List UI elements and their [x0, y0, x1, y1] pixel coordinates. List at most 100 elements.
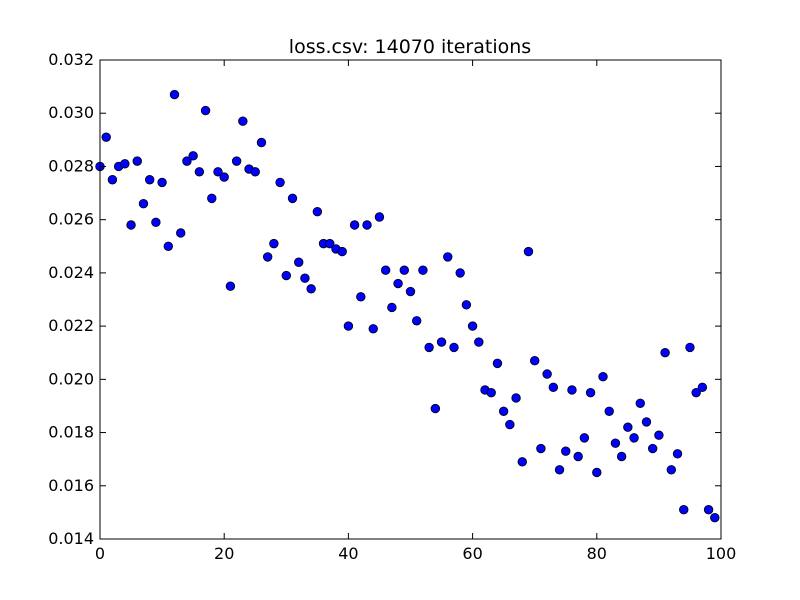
y-tick-label: 0.014 — [48, 529, 94, 548]
y-tick-label: 0.024 — [48, 263, 94, 282]
data-point — [169, 89, 180, 100]
data-point — [697, 382, 708, 393]
data-point — [517, 457, 527, 467]
data-point — [536, 443, 546, 454]
y-tick-label: 0.030 — [48, 103, 94, 122]
data-point — [685, 342, 695, 353]
data-point — [498, 406, 509, 416]
data-point — [151, 217, 161, 228]
marker-layer — [95, 89, 720, 523]
y-tick-label: 0.022 — [48, 316, 94, 335]
y-tick-label: 0.026 — [48, 210, 94, 229]
data-point — [430, 403, 441, 414]
data-point — [492, 358, 503, 369]
data-point — [486, 387, 496, 398]
data-point — [405, 286, 416, 297]
y-tick-label: 0.032 — [48, 50, 94, 69]
data-point — [138, 198, 149, 209]
data-point — [647, 443, 658, 454]
x-axis-ticks: 0 20 40 60 80 100 — [95, 60, 736, 563]
data-point — [505, 419, 515, 430]
data-point — [436, 337, 447, 347]
data-point — [337, 246, 347, 257]
data-point — [250, 167, 260, 177]
data-point — [238, 116, 248, 126]
data-point — [710, 513, 720, 523]
data-point — [474, 337, 484, 347]
data-point — [660, 348, 670, 358]
data-point — [542, 369, 552, 379]
data-point — [287, 193, 298, 204]
data-point — [610, 438, 621, 448]
data-point — [256, 137, 267, 148]
data-point — [666, 465, 677, 475]
data-point — [231, 156, 242, 166]
data-point — [306, 284, 316, 294]
data-point — [548, 382, 559, 393]
data-point — [679, 505, 689, 515]
data-point — [120, 159, 130, 169]
data-point — [424, 342, 434, 353]
data-point — [616, 451, 627, 462]
data-point — [412, 316, 422, 326]
data-point — [567, 385, 577, 395]
data-point — [523, 246, 534, 257]
data-point — [157, 177, 167, 188]
data-point — [356, 292, 366, 302]
data-point — [691, 387, 701, 398]
y-tick-label: 0.020 — [48, 369, 94, 388]
data-point — [703, 505, 714, 515]
data-point — [635, 398, 645, 408]
data-point — [585, 387, 596, 398]
data-point — [654, 430, 664, 440]
x-tick-label: 40 — [338, 544, 358, 563]
data-point — [132, 156, 142, 166]
data-point — [101, 132, 111, 142]
data-point — [343, 321, 354, 331]
data-point — [443, 252, 453, 262]
data-point — [579, 433, 590, 443]
data-point — [194, 167, 205, 177]
data-point — [176, 228, 186, 238]
data-point — [604, 406, 614, 416]
data-point — [399, 265, 409, 275]
data-point — [629, 433, 639, 443]
x-tick-label: 100 — [706, 544, 737, 563]
data-point — [200, 105, 211, 116]
data-point — [312, 206, 323, 217]
data-point — [467, 321, 478, 331]
data-point — [219, 172, 229, 182]
x-tick-label: 0 — [95, 544, 105, 563]
data-point — [275, 177, 285, 188]
data-point — [455, 268, 465, 278]
data-point — [144, 175, 155, 185]
data-point — [561, 446, 571, 456]
data-point — [182, 156, 192, 166]
data-point — [262, 252, 273, 262]
x-tick-label: 60 — [462, 544, 482, 563]
data-point — [294, 257, 304, 267]
data-point — [163, 241, 174, 251]
data-point — [207, 193, 217, 204]
data-point — [592, 467, 602, 478]
y-tick-label: 0.016 — [48, 476, 94, 495]
data-point — [387, 302, 397, 313]
data-point — [188, 151, 198, 161]
data-point — [380, 265, 391, 275]
data-point — [300, 273, 310, 283]
data-point — [598, 371, 608, 382]
data-point — [126, 220, 136, 230]
data-point — [461, 300, 472, 310]
data-point — [554, 465, 565, 475]
plot-frame — [99, 59, 722, 540]
data-point — [641, 417, 652, 427]
data-point — [418, 265, 428, 275]
data-point — [213, 167, 223, 177]
y-tick-label: 0.028 — [48, 156, 94, 175]
data-point — [374, 212, 385, 222]
x-tick-label: 80 — [587, 544, 607, 563]
y-axis-ticks: 0.014 0.016 0.018 0.020 0.022 0.024 0.026 0.028… — [48, 50, 721, 548]
chart-title: loss.csv: 14070 iterations — [289, 36, 531, 58]
data-point — [281, 270, 292, 281]
data-point — [573, 451, 583, 462]
